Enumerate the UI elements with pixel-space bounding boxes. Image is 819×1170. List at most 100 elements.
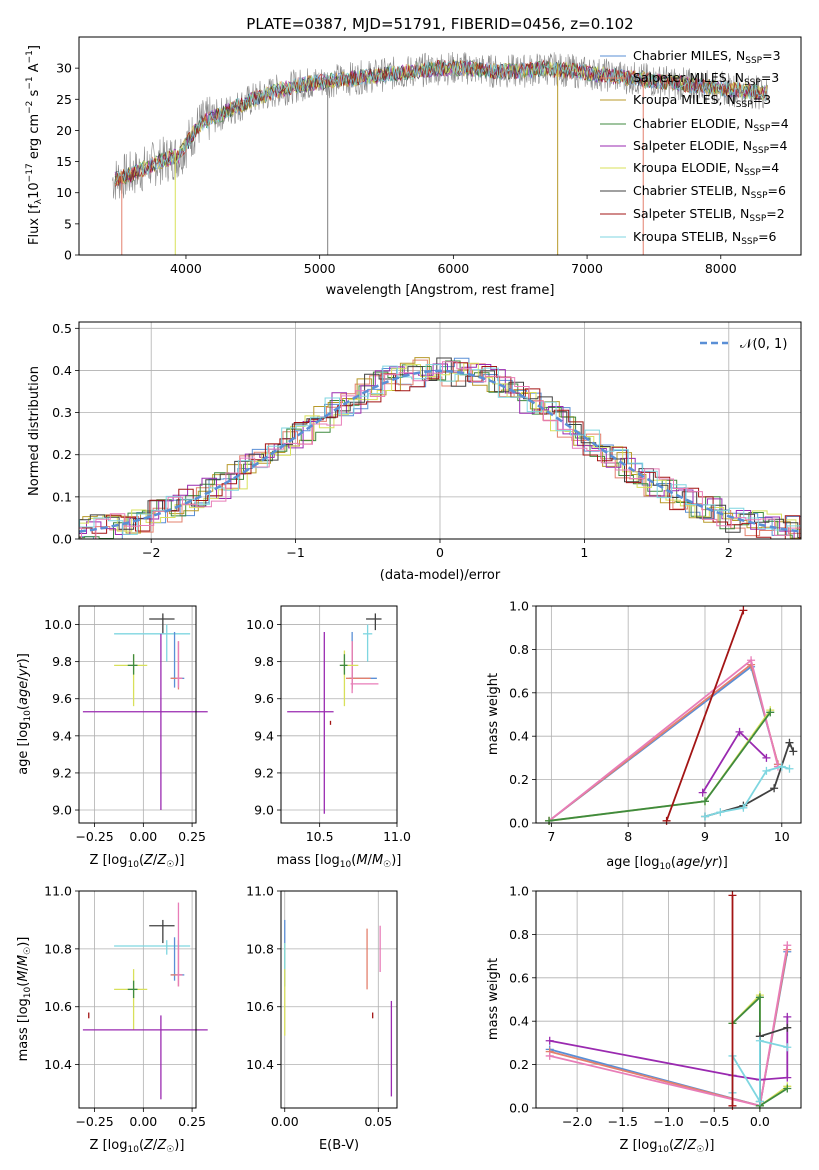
observed-spectrum xyxy=(112,51,768,200)
age-vs-Z-xlabel: Z [log10(Z/Z☉)] xyxy=(90,853,185,870)
model-spectrum-line xyxy=(114,59,768,184)
age-vs-Z-plot: −0.25 0.00 0.25 9.0 9.2 9.4 9.6 9.8 10.0 xyxy=(44,605,208,844)
x-tick-label: 0.25 xyxy=(178,829,206,844)
y-tick-label: 0.8 xyxy=(509,927,529,942)
y-tick-label: 9.2 xyxy=(254,765,274,780)
svg-text:Salpeter MILES, NSSP=3: Salpeter MILES, NSSP=3 xyxy=(633,70,779,88)
y-tick-label: 9.0 xyxy=(52,803,72,818)
x-tick-label: −0.5 xyxy=(699,1114,729,1129)
mass-weight-marker xyxy=(545,1051,554,1060)
y-tick-label: 9.4 xyxy=(52,728,72,743)
mass-weight-marker xyxy=(783,1012,792,1021)
y-tick-label: 25 xyxy=(56,92,72,107)
mass-weight-marker xyxy=(747,656,756,665)
x-tick-label: 7 xyxy=(547,829,555,844)
mass-weight-marker xyxy=(789,747,798,756)
x-tick-label: 10 xyxy=(774,829,790,844)
legend-entry: Salpeter ELODIE, NSSP=4 xyxy=(600,138,788,156)
y-tick-label: 0.0 xyxy=(509,816,529,831)
x-tick-label: 2 xyxy=(725,545,733,560)
mass-weight-marker xyxy=(783,1073,792,1082)
residual-histogram xyxy=(79,361,801,540)
x-tick-label: 0.0 xyxy=(750,1114,770,1129)
axes-frame xyxy=(280,605,398,824)
mass-weight-marker xyxy=(783,1084,792,1093)
mass-vs-Z-plot: −0.25 0.00 0.25 10.4 10.6 10.8 11.0 xyxy=(44,884,208,1129)
y-tick-label: 10.0 xyxy=(44,617,72,632)
y-tick-label: 0.4 xyxy=(52,363,72,378)
mass-weight-marker xyxy=(755,1036,764,1045)
y-tick-label: 0.2 xyxy=(509,1057,529,1072)
mass-weight-vs-age-plot: 7 8 9 10 0.0 0.2 0.4 0.6 0.8 1.0 xyxy=(509,599,802,844)
mass-weight-vs-age-xlabel: age [log10(age/yr)] xyxy=(606,855,728,872)
mass-weight-marker xyxy=(716,808,725,817)
y-tick-label: 0.0 xyxy=(52,532,72,547)
y-tick-label: 9.4 xyxy=(254,728,274,743)
axes-frame xyxy=(280,890,398,1109)
y-tick-label: 0.2 xyxy=(52,447,72,462)
legend-entry: Salpeter MILES, NSSP=3 xyxy=(600,70,779,88)
x-tick-label: −2.0 xyxy=(562,1114,592,1129)
mass-weight-marker xyxy=(739,606,748,615)
y-tick-label: 10.4 xyxy=(246,1057,274,1072)
svg-text:Kroupa ELODIE, NSSP=4: Kroupa ELODIE, NSSP=4 xyxy=(633,160,779,178)
residual-histogram xyxy=(79,363,801,540)
age-vs-Z-ylabel: age [log10(age/yr)] xyxy=(16,653,33,775)
spectrum-legend: Chabrier MILES, NSSP=3 Salpeter MILES, N… xyxy=(600,48,789,247)
y-tick-label: 0.4 xyxy=(509,1014,529,1029)
y-tick-label: 15 xyxy=(56,154,72,169)
axes-frame xyxy=(78,321,802,540)
spectrum-plot: 4000 5000 6000 7000 8000 0 5 10 15 20 25 30 xyxy=(56,36,802,276)
y-tick-label: 9.8 xyxy=(254,654,274,669)
svg-text:Kroupa STELIB, NSSP=6: Kroupa STELIB, NSSP=6 xyxy=(633,229,777,247)
y-tick-label: 9.0 xyxy=(254,803,274,818)
gaussian-legend-label: 𝒩(0, 1) xyxy=(740,337,787,352)
legend-entry: Salpeter STELIB, NSSP=2 xyxy=(600,206,785,224)
svg-text:Chabrier STELIB, NSSP=6: Chabrier STELIB, NSSP=6 xyxy=(633,183,786,201)
y-tick-label: 0.6 xyxy=(509,685,529,700)
residuals-ylabel: Normed distribution xyxy=(27,366,42,496)
x-tick-label: −0.25 xyxy=(75,829,113,844)
y-tick-label: 0.4 xyxy=(509,729,529,744)
y-tick-label: 11.0 xyxy=(246,884,274,899)
mass-weight-marker xyxy=(785,738,794,747)
mass-vs-EBV-plot: 0.00 0.05 10.4 10.6 10.8 11.0 xyxy=(246,884,398,1129)
mass-weight-marker xyxy=(700,797,709,806)
y-tick-label: 9.6 xyxy=(52,691,72,706)
mass-weight-marker xyxy=(770,784,779,793)
mass-weight-marker xyxy=(755,993,764,1002)
y-tick-label: 10.0 xyxy=(246,617,274,632)
mass-weight-marker xyxy=(739,803,748,812)
y-tick-label: 10.6 xyxy=(246,999,274,1014)
mass-weight-marker xyxy=(783,1023,792,1032)
mass-weight-marker xyxy=(755,1097,764,1106)
mass-vs-Z-ylabel: mass [log10(M/M☉)] xyxy=(16,937,33,1062)
y-tick-label: 20 xyxy=(56,123,72,138)
mass-weight-marker xyxy=(766,708,775,717)
y-tick-label: 0.1 xyxy=(52,489,72,504)
spectrum-title: PLATE=0387, MJD=51791, FIBERID=0456, z=0… xyxy=(246,15,633,33)
mass-weight-line xyxy=(665,609,745,822)
legend-entry: Chabrier ELODIE, NSSP=4 xyxy=(600,116,789,134)
x-tick-label: 0.00 xyxy=(129,829,157,844)
y-tick-label: 0.6 xyxy=(509,970,529,985)
mass-weight-marker xyxy=(735,727,744,736)
spectrum-xlabel: wavelength [Angstrom, rest frame] xyxy=(326,283,555,298)
svg-text:Chabrier ELODIE, NSSP=4: Chabrier ELODIE, NSSP=4 xyxy=(633,116,789,134)
y-tick-label: 11.0 xyxy=(44,884,72,899)
y-tick-label: 0.0 xyxy=(509,1101,529,1116)
svg-text:Chabrier MILES, NSSP=3: Chabrier MILES, NSSP=3 xyxy=(633,48,781,66)
x-tick-label: 7000 xyxy=(571,261,603,276)
spectrum-ylabel: Flux [fλ10−17 erg cm−2 s−1 A−1] xyxy=(25,45,44,245)
x-tick-label: −0.25 xyxy=(75,1114,113,1129)
y-tick-label: 9.8 xyxy=(52,654,72,669)
y-tick-label: 10.8 xyxy=(44,941,72,956)
legend-entry: Kroupa MILES, NSSP=3 xyxy=(600,92,771,110)
y-tick-label: 1.0 xyxy=(509,599,529,614)
age-vs-mass-plot: 10.5 11.0 9.0 9.2 9.4 9.6 9.8 10.0 xyxy=(246,605,411,844)
svg-text:Salpeter STELIB, NSSP=2: Salpeter STELIB, NSSP=2 xyxy=(633,206,785,224)
x-tick-label: 5000 xyxy=(304,261,336,276)
x-tick-label: 0 xyxy=(436,545,444,560)
axis-labels: wavelength [Angstrom, rest frame] Flux [… xyxy=(16,45,728,1155)
x-tick-label: 0.25 xyxy=(178,1114,206,1129)
